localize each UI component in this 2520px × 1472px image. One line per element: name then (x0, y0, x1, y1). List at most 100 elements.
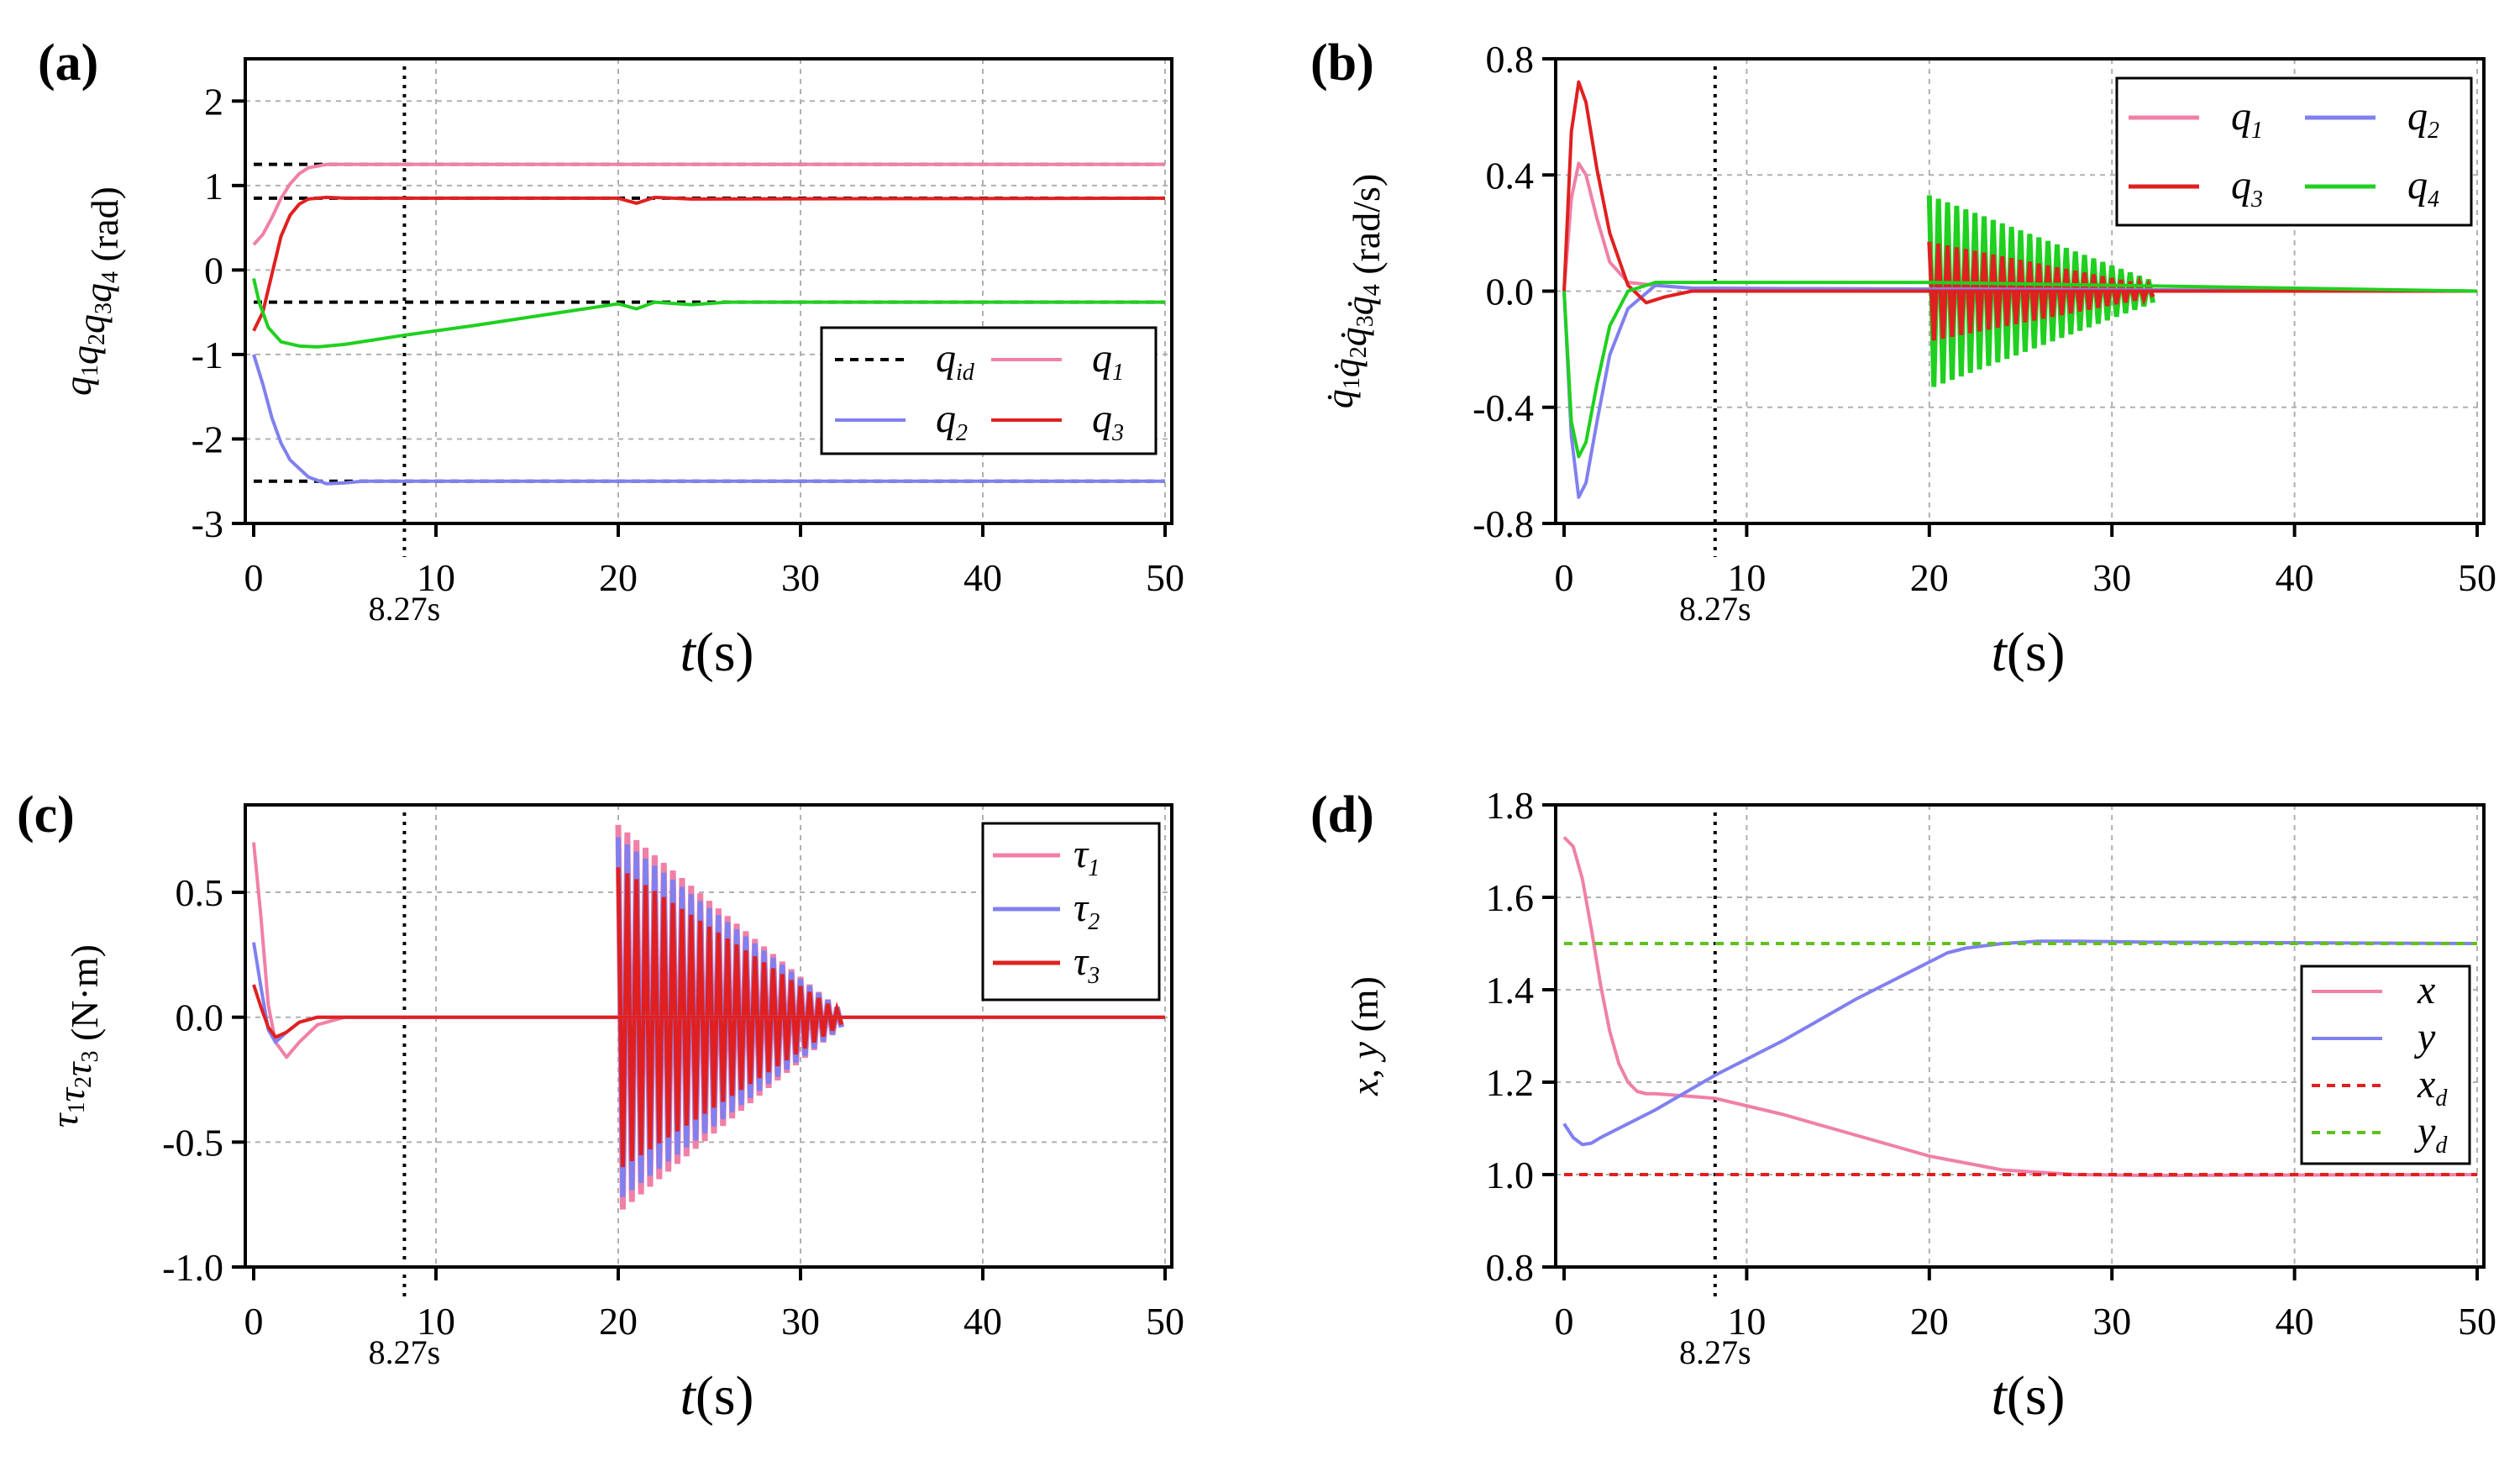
legend: qid q1 q2 q3 (820, 326, 1158, 455)
legend: q1 q2 q3 q4 (2115, 76, 2473, 227)
series-q4 (1562, 281, 2478, 459)
y-tick-label: 0 (204, 249, 223, 292)
legend-label-x_d: xd (2417, 1062, 2448, 1112)
y-tick-label: -0.4 (1473, 386, 1534, 429)
y-tick-label: 0.8 (1486, 38, 1535, 81)
x-tick-label: 10 (1727, 556, 1766, 599)
y-tick-label: 0.8 (1486, 1246, 1535, 1289)
y-axis-label: τ1τ2τ3 (N·m) (43, 944, 106, 1128)
legend-label-y: y (2413, 1015, 2436, 1059)
y-tick-label: -0.5 (162, 1121, 223, 1164)
series-τ3 (252, 984, 1165, 1039)
panel-label: (a) (38, 34, 98, 92)
y-axis-label: q1q2q3q4 (rad) (56, 187, 126, 396)
legend-label-τ2: τ2 (1074, 886, 1100, 935)
x-tick-label: 40 (2276, 556, 2314, 599)
x-tick-label: 20 (1910, 556, 1949, 599)
legend-label-q1: q1 (1092, 336, 1124, 386)
x-axis-label: t(s) (680, 622, 754, 683)
x-tick-label: 50 (2458, 556, 2496, 599)
series-q1 (252, 162, 1165, 246)
x-tick-label: 30 (2092, 1300, 2131, 1343)
x-tick-label: 0 (244, 556, 264, 599)
legend-label-q_id: qid (936, 336, 975, 386)
x-tick-label: 30 (2092, 556, 2131, 599)
panel-label: (b) (1310, 34, 1374, 92)
y-tick-label: -2 (192, 418, 223, 460)
x-tick-label: 10 (417, 1300, 455, 1343)
plot-frame (244, 803, 1173, 1269)
legend-label-q3: q3 (1092, 397, 1124, 446)
y-axis-label: q̇1q̇2q̇3q̇4 (rad/s) (1318, 174, 1388, 409)
x-tick-label: 10 (417, 556, 455, 599)
x-tick-label: 0 (1555, 556, 1574, 599)
y-tick-label: 1.0 (1486, 1154, 1535, 1196)
legend-label-q1: q1 (2231, 94, 2263, 144)
legend-box (2300, 965, 2471, 1165)
legend-label-q4: q4 (2407, 163, 2439, 213)
plot-frame (1554, 803, 2486, 1269)
x-axis-label: t(s) (1992, 1365, 2066, 1427)
annotation-label: 8.27s (1679, 590, 1751, 628)
x-tick-label: 0 (1555, 1300, 1574, 1343)
series-q3 (252, 195, 1166, 332)
legend-label-y_d: yd (2413, 1109, 2448, 1159)
x-tick-label: 50 (1146, 556, 1184, 599)
annotation-label: 8.27s (369, 1333, 441, 1371)
x-tick-label: 50 (1146, 1300, 1184, 1343)
y-tick-label: 2 (204, 80, 223, 123)
annotation-label: 8.27s (1679, 1333, 1751, 1371)
x-axis-label: t(s) (680, 1365, 754, 1427)
x-tick-label: 10 (1727, 1300, 1766, 1343)
x-tick-label: 40 (2276, 1300, 2314, 1343)
x-tick-label: 50 (2458, 1300, 2496, 1343)
y-tick-label: 0.5 (176, 871, 224, 914)
y-tick-label: 1.6 (1486, 876, 1535, 919)
legend-label-τ1: τ1 (1074, 832, 1100, 881)
legend-label-τ3: τ3 (1074, 939, 1100, 989)
y-axis-label: x, y (m) (1343, 976, 1386, 1096)
y-tick-label: 0.0 (1486, 271, 1535, 313)
legend-label-x: x (2417, 968, 2435, 1012)
y-tick-label: -1 (192, 334, 223, 376)
y-tick-label: -0.8 (1473, 502, 1534, 545)
x-tick-label: 30 (781, 1300, 820, 1343)
series-q2 (252, 354, 1165, 486)
panel-b: 0 10 20 30 40 50 -0.8 -0.4 0.0 0.4 0.8 (b) t(s) 8.27s… (1310, 34, 2496, 683)
x-tick-label: 20 (1910, 1300, 1949, 1343)
panel-a: 0 10 20 30 40 50 -3 -2 -1 0 1 2 (a) t(s) 8.27s q1q2q3q4… (38, 34, 1184, 683)
x-tick-label: 0 (244, 1300, 264, 1343)
legend-box (820, 326, 1158, 455)
legend-box (2115, 76, 2473, 227)
legend-box (981, 822, 1161, 1001)
y-tick-label: 1.4 (1486, 969, 1535, 1012)
x-tick-label: 20 (599, 556, 638, 599)
y-tick-label: 1.8 (1486, 784, 1535, 827)
panel-c: 0 10 20 30 40 50-1.0-0.50.00.5(c)t(s)8.27sτ1τ… (17, 786, 1184, 1427)
y-tick-label: -3 (192, 502, 223, 545)
legend-label-q2: q2 (936, 397, 968, 446)
y-tick-label: 0.0 (176, 996, 224, 1039)
y-tick-label: -1.0 (162, 1246, 223, 1289)
x-tick-label: 20 (599, 1300, 638, 1343)
series-q3 (1562, 80, 2477, 305)
panel-label: (d) (1310, 786, 1374, 844)
legend-label-q3: q3 (2231, 163, 2263, 213)
y-tick-label: 1 (204, 165, 223, 208)
series-y (1562, 939, 2478, 1147)
x-tick-label: 40 (963, 556, 1002, 599)
plot-frame (244, 57, 1173, 525)
panel-label: (c) (17, 786, 75, 844)
series-q2 (1562, 283, 2478, 499)
legend: τ1 τ2τ3 (981, 822, 1161, 1001)
panel-d: 0 10 20 30 40 50 0.8 1.0 1.2 1.4 1.6 1.8 (d) t(s) 8.27… (1310, 784, 2496, 1427)
x-tick-label: 40 (963, 1300, 1002, 1343)
x-tick-label: 30 (781, 556, 820, 599)
series-x (1562, 836, 2478, 1178)
legend-label-q2: q2 (2407, 94, 2439, 144)
series-q4 (252, 277, 1165, 349)
x-axis-label: t(s) (1992, 622, 2066, 683)
y-tick-label: 1.2 (1486, 1061, 1535, 1104)
